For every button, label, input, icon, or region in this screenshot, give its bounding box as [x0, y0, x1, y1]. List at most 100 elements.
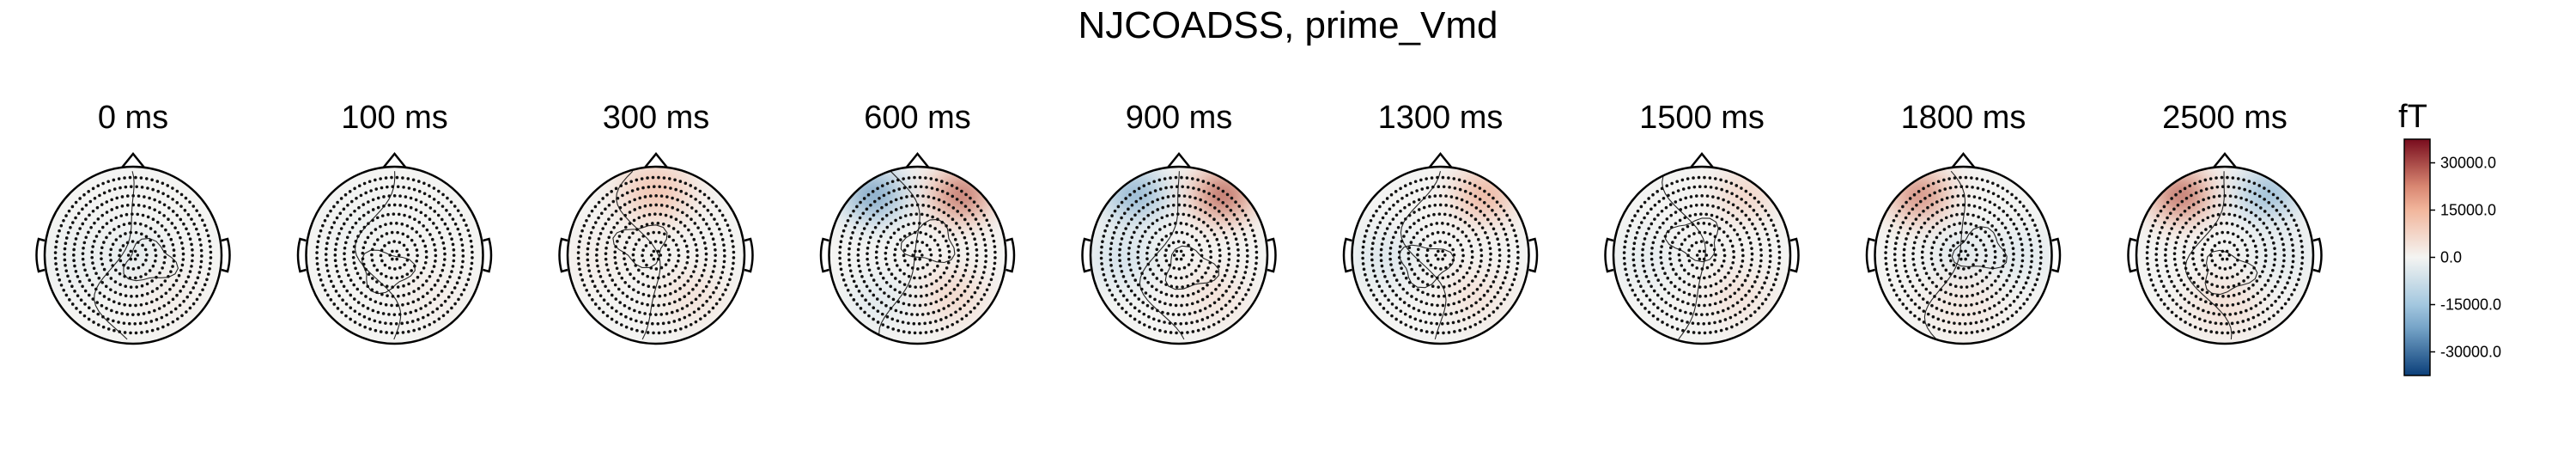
- sensor-dot: [2182, 255, 2185, 259]
- sensor-dot: [2263, 248, 2268, 252]
- sensor-dot: [1371, 241, 1375, 246]
- sensor-dot: [145, 282, 149, 286]
- sensor-dot: [673, 279, 677, 283]
- sensor-dot: [1979, 227, 1983, 230]
- sensor-dot: [1222, 230, 1226, 235]
- sensor-dot: [1485, 290, 1490, 293]
- sensor-dot: [1705, 313, 1710, 316]
- sensor-dot: [105, 222, 109, 225]
- sensor-dot: [899, 238, 902, 241]
- sensor-dot: [1730, 244, 1735, 248]
- sensor-dot: [110, 308, 113, 313]
- sensor-dot: [115, 196, 119, 200]
- sensor-dot: [1129, 268, 1133, 272]
- sensor-dot: [964, 314, 969, 318]
- sensor-dot: [2286, 281, 2289, 284]
- sensor-dot: [144, 258, 148, 262]
- sensor-dot: [1757, 270, 1761, 273]
- sensor-dot: [318, 272, 321, 277]
- sensor-dot: [1967, 266, 1971, 270]
- sensor-dot: [1738, 310, 1742, 314]
- head-outline: [2135, 165, 2315, 345]
- sensor-dot: [1947, 253, 1952, 258]
- sensor-dot: [153, 308, 156, 313]
- sensor-dot: [1236, 217, 1239, 221]
- sensor-dot: [379, 177, 382, 180]
- sensor-dot: [123, 302, 126, 307]
- sensor-dot: [2221, 185, 2225, 189]
- sensor-dot: [947, 255, 951, 259]
- sensor-dot: [1705, 204, 1710, 207]
- sensor-dot: [632, 247, 636, 252]
- sensor-dot: [908, 331, 911, 334]
- sensor-dot: [1133, 317, 1137, 321]
- sensor-dot: [856, 259, 860, 263]
- sensor-dot: [1697, 303, 1701, 308]
- sensor-dot: [2278, 275, 2282, 278]
- sensor-dot: [1166, 205, 1170, 208]
- sensor-dot: [2209, 253, 2213, 258]
- sensor-dot: [1433, 203, 1437, 207]
- sensor-dot: [651, 303, 655, 308]
- sensor-dot: [1492, 280, 1496, 284]
- sensor-dot: [1631, 288, 1635, 292]
- sensor-dot: [349, 293, 353, 297]
- sensor-dot: [651, 321, 654, 326]
- sensor-dot: [939, 297, 943, 302]
- sensor-dot: [2202, 264, 2207, 267]
- sensor-dot: [1947, 177, 1951, 180]
- sensor-dot: [885, 181, 890, 186]
- sensor-dot: [619, 217, 623, 221]
- sensor-dot: [209, 245, 212, 248]
- sensor-dot: [1944, 290, 1947, 295]
- sensor-dot: [1425, 272, 1429, 276]
- sensor-dot: [375, 290, 379, 295]
- sensor-dot: [413, 217, 416, 222]
- sensor-dot: [2287, 297, 2291, 302]
- sensor-dot: [363, 241, 368, 244]
- sensor-dot: [106, 180, 110, 184]
- sensor-dot: [586, 241, 591, 246]
- sensor-dot: [927, 195, 931, 198]
- sensor-dot: [329, 209, 332, 213]
- sensor-dot: [172, 248, 176, 252]
- sensor-dot: [950, 184, 954, 187]
- sensor-dot: [711, 306, 715, 310]
- sensor-dot: [1469, 244, 1473, 248]
- sensor-dot: [1948, 248, 1953, 253]
- sensor-dot: [1964, 303, 1968, 308]
- sensor-dot: [1140, 235, 1145, 238]
- sensor-dot: [162, 260, 167, 265]
- sensor-dot: [951, 194, 955, 198]
- sensor-dot: [1886, 272, 1890, 277]
- sensor-dot: [1923, 221, 1927, 225]
- sensor-dot: [1127, 207, 1130, 211]
- sensor-dot: [856, 247, 860, 252]
- sensor-dot: [1745, 230, 1749, 235]
- sensor-dot: [618, 301, 622, 304]
- sensor-dot: [2154, 253, 2158, 256]
- sensor-dot: [1217, 242, 1221, 247]
- sensor-dot: [1362, 240, 1366, 244]
- sensor-dot: [1928, 193, 1932, 198]
- sensor-dot: [1486, 205, 1491, 208]
- sensor-dot: [1763, 281, 1766, 284]
- sensor-dot: [1686, 330, 1691, 333]
- sensor-dot: [366, 307, 370, 310]
- sensor-dot: [1650, 246, 1654, 250]
- sensor-dot: [1624, 240, 1627, 244]
- sensor-dot: [623, 213, 628, 217]
- sensor-dot: [1722, 308, 1725, 313]
- sensor-dot: [1231, 295, 1236, 299]
- sensor-dot: [1199, 198, 1202, 202]
- sensor-dot: [125, 212, 129, 217]
- sensor-dot: [1237, 302, 1242, 306]
- sensor-dot: [683, 239, 687, 243]
- sensor-dot: [610, 306, 614, 310]
- sensor-dot: [1202, 189, 1206, 193]
- sensor-dot: [2204, 328, 2208, 333]
- sensor-dot: [614, 297, 618, 301]
- sensor-dot: [857, 290, 861, 293]
- sensor-dot: [191, 253, 194, 257]
- sensor-dot: [1898, 298, 1902, 302]
